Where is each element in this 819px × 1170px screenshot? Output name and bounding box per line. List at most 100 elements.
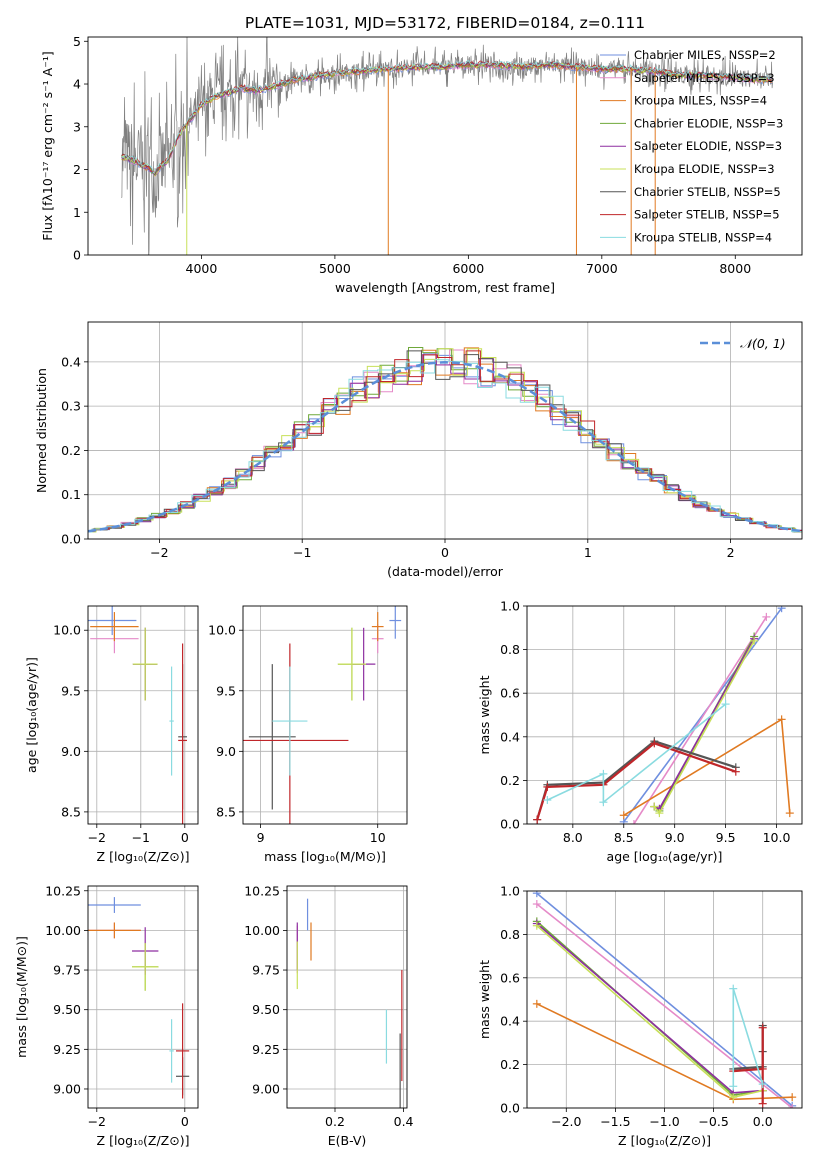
y-tick-label: 0.6 — [500, 970, 520, 985]
axes-frame — [87, 885, 199, 1109]
weight-line-chabrier-elodie — [536, 920, 763, 1096]
histogram-chabrier-stelib — [88, 350, 802, 533]
legend-label: Salpeter STELIB, NSSP=5 — [634, 208, 780, 222]
y-tick-label: 0.6 — [500, 686, 520, 701]
plot-area — [88, 347, 802, 533]
x-tick-label: 8.0 — [563, 830, 583, 845]
legend-label: Kroupa ELODIE, NSSP=3 — [634, 162, 775, 176]
y-tick-label: 0.2 — [500, 1057, 520, 1072]
x-axis-label: (data-model)/error — [387, 564, 504, 579]
weight-line-chabrier-stelib — [733, 1025, 764, 1070]
y-axis-label: mass weight — [477, 960, 492, 1039]
y-tick-label: 0.3 — [61, 399, 81, 414]
x-axis-label: age [log₁₀(age/yr)] — [607, 849, 723, 864]
x-tick-label: 7000 — [586, 261, 618, 276]
x-tick-label: 4000 — [186, 261, 218, 276]
legend-label: Chabrier MILES, NSSP=2 — [634, 48, 776, 62]
x-tick-label: 9.0 — [665, 830, 685, 845]
y-tick-label: 0.8 — [500, 642, 520, 657]
y-axis-label: mass [log₁₀(M/M⊙)] — [14, 936, 29, 1058]
x-tick-label: 0 — [181, 830, 189, 845]
y-tick-label: 9.75 — [252, 963, 280, 978]
y-axis-label: mass weight — [477, 675, 492, 754]
y-tick-label: 0.0 — [500, 817, 520, 832]
axes-frame — [87, 605, 199, 825]
y-tick-label: 10.25 — [45, 883, 81, 898]
axes-frame — [286, 885, 408, 1109]
plot-area — [533, 606, 794, 824]
weight-line-salpeter-miles — [536, 903, 793, 1108]
y-tick-label: 0.4 — [500, 729, 520, 744]
y-tick-label: 1.0 — [500, 599, 520, 614]
axes-frame — [242, 605, 408, 825]
x-tick-label: −1 — [293, 545, 311, 560]
model-spectrum-kroupa-stelib — [121, 59, 772, 174]
x-tick-label: −1.0 — [649, 1114, 679, 1129]
x-tick-label: −1 — [132, 830, 150, 845]
y-tick-label: 9.00 — [53, 1081, 81, 1096]
x-axis-label: mass [log₁₀(M/M⊙)] — [264, 849, 386, 864]
x-tick-label: 0.0 — [753, 1114, 773, 1129]
x-axis-label: wavelength [Angstrom, rest frame] — [335, 280, 555, 295]
y-tick-label: 0.4 — [61, 354, 81, 369]
x-tick-label: 8000 — [719, 261, 751, 276]
x-tick-label: 10 — [370, 830, 386, 845]
x-tick-label: 2 — [727, 545, 735, 560]
y-tick-label: 5 — [73, 34, 81, 49]
y-tick-label: 0.0 — [500, 1101, 520, 1116]
residuals-panel: −2 −1 0 1 2 0.0 0.1 0.2 0.3 0.4 (data-model)/error… — [34, 321, 803, 579]
x-tick-label: 5000 — [319, 261, 351, 276]
x-axis-label: E(B-V) — [328, 1133, 367, 1148]
y-tick-label: 8.5 — [61, 804, 81, 819]
legend-label: Salpeter ELODIE, NSSP=3 — [634, 139, 782, 153]
age-vs-mass-panel: 9 10 8.5 9.0 9.5 10.0 mass [log₁₀(M/M⊙)] — [208, 605, 408, 864]
mass-weight-vs-metallicity-panel: −2.0 −1.5 −1.0 −0.5 0.0 0.0 0.2 0.4 0.6 0.8 1.0 Z [… — [477, 884, 803, 1148]
x-axis-label: Z [log₁₀(Z/Z⊙)] — [618, 1133, 711, 1148]
x-axis-label: Z [log₁₀(Z/Z⊙)] — [97, 1133, 190, 1148]
x-tick-label: −2.0 — [551, 1114, 581, 1129]
x-tick-label: 0.2 — [325, 1114, 345, 1129]
x-tick-label: −1.5 — [600, 1114, 630, 1129]
legend-label: Chabrier ELODIE, NSSP=3 — [634, 116, 783, 130]
x-tick-label: 0 — [441, 545, 449, 560]
y-tick-label: 10.25 — [244, 883, 280, 898]
y-tick-label: 0.8 — [500, 927, 520, 942]
y-tick-label: 9.5 — [216, 683, 236, 698]
y-tick-label: 0.2 — [61, 443, 81, 458]
y-axis-label: age [log₁₀(age/yr)] — [24, 657, 39, 773]
y-tick-label: 9.25 — [53, 1042, 81, 1057]
weight-line-kroupa-stelib — [547, 703, 727, 804]
plot-area — [532, 891, 797, 1108]
y-tick-label: 9.50 — [252, 1002, 280, 1017]
y-tick-label: 0.0 — [61, 532, 81, 547]
y-tick-label: 2 — [73, 162, 81, 177]
legend-label: Salpeter MILES, NSSP=3 — [634, 71, 775, 85]
y-tick-label: 0 — [73, 248, 81, 263]
spectrum-panel: PLATE=1031, MJD=53172, FIBERID=0184, z=0… — [40, 14, 803, 295]
y-tick-label: 9.50 — [53, 1002, 81, 1017]
y-tick-label: 9.5 — [61, 683, 81, 698]
weight-line-salpeter-elodie — [536, 922, 763, 1094]
x-tick-label: −2 — [88, 830, 106, 845]
legend-label: Kroupa STELIB, NSSP=4 — [634, 230, 772, 244]
x-tick-label: −0.5 — [698, 1114, 728, 1129]
weight-line-salpeter-miles — [633, 616, 768, 824]
legend-label: Kroupa MILES, NSSP=4 — [634, 94, 767, 108]
axes-frame — [526, 890, 803, 1109]
chart-title: PLATE=1031, MJD=53172, FIBERID=0184, z=0… — [245, 14, 645, 32]
x-tick-label: −2 — [150, 545, 168, 560]
plot-area — [296, 898, 403, 1108]
y-tick-label: 1.0 — [500, 884, 520, 899]
mass-vs-metallicity-panel: −2 0 9.00 9.25 9.50 9.75 10.00 10.25 Z [log₁₀(Z/… — [14, 883, 199, 1148]
y-axis-label: Flux [fλ10⁻¹⁷ erg cm⁻² s⁻¹ A⁻¹] — [40, 51, 55, 240]
y-tick-label: 1 — [73, 205, 81, 220]
mass-vs-ebv-panel: 0.2 0.4 9.00 9.25 9.50 9.75 10.00 10.25 E(B-V) — [244, 883, 413, 1148]
y-tick-label: 9.75 — [53, 963, 81, 978]
y-tick-label: 4 — [73, 77, 81, 92]
plot-area — [243, 606, 402, 824]
x-tick-label: 9.5 — [716, 830, 736, 845]
y-tick-label: 10.0 — [53, 623, 81, 638]
x-tick-label: 9 — [257, 830, 265, 845]
axes-frame — [526, 605, 803, 825]
